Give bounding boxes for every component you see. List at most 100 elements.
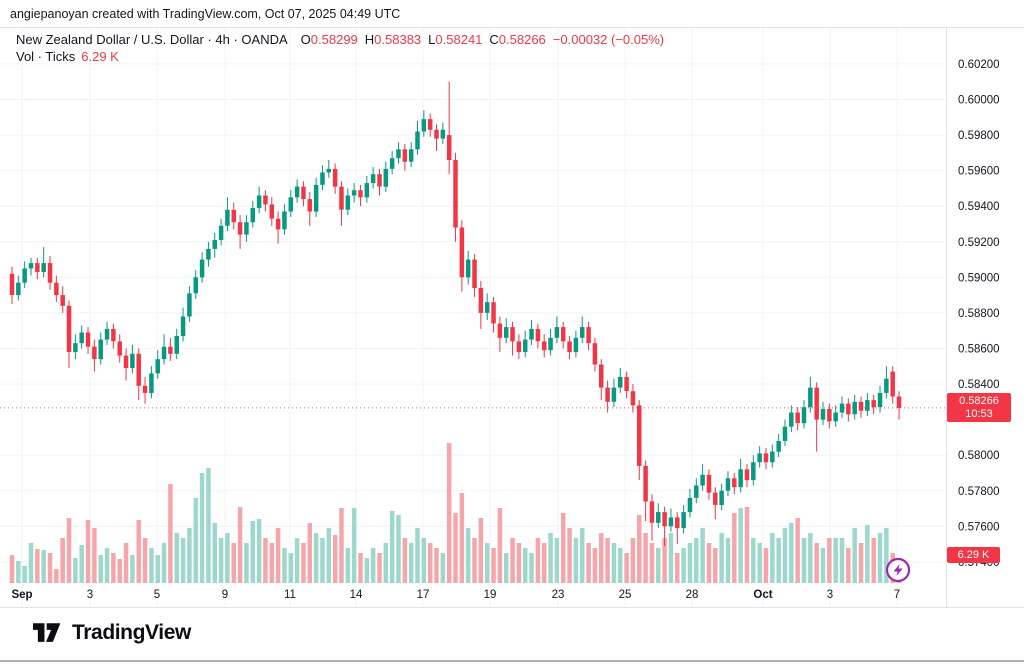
volume-bar bbox=[599, 533, 604, 583]
candle-body bbox=[611, 387, 617, 402]
price-axis[interactable] bbox=[947, 28, 1024, 608]
volume-bar bbox=[421, 538, 427, 583]
volume-bar bbox=[22, 566, 27, 583]
volume-bar bbox=[877, 533, 883, 583]
candlestick-chart[interactable]: 0.60200 0.60000 0.59800 0.59600 0.59400 0.592… bbox=[0, 28, 1024, 608]
volume-bar bbox=[161, 543, 167, 583]
candle-body bbox=[47, 263, 53, 283]
volume-bar bbox=[662, 538, 667, 583]
volume-bar bbox=[244, 543, 249, 583]
candle-body bbox=[567, 341, 572, 353]
candle-body bbox=[275, 218, 281, 230]
volume-bar bbox=[199, 473, 205, 583]
volume-bar bbox=[751, 538, 756, 583]
candle-body bbox=[231, 209, 237, 223]
candle-body bbox=[763, 453, 769, 463]
candle-body bbox=[339, 186, 344, 210]
time-axis[interactable] bbox=[0, 584, 946, 608]
volume-bar bbox=[656, 548, 661, 583]
symbol-legend: New Zealand Dollar / U.S. Dollar · 4h · … bbox=[16, 31, 664, 65]
volume-bar bbox=[795, 518, 800, 583]
tradingview-logo-text: TradingView bbox=[72, 621, 191, 644]
volume-bar bbox=[478, 518, 484, 583]
candle-body bbox=[516, 341, 522, 353]
volume-bar bbox=[713, 548, 718, 583]
candle-body bbox=[73, 343, 78, 353]
volume-bar bbox=[73, 558, 78, 583]
volume-bar bbox=[256, 519, 262, 583]
volume-bar bbox=[92, 528, 97, 583]
volume-bar bbox=[231, 543, 237, 583]
candle-body bbox=[827, 409, 832, 422]
candle-body bbox=[630, 391, 636, 406]
candle-body bbox=[263, 195, 268, 205]
volume-bar bbox=[852, 528, 857, 583]
candle-body bbox=[161, 346, 167, 360]
volume-bar bbox=[484, 543, 490, 583]
volume-bar bbox=[142, 538, 148, 583]
candle-body bbox=[16, 282, 21, 296]
candle-body bbox=[637, 405, 642, 466]
close-label: C bbox=[489, 32, 499, 47]
volume-bar bbox=[789, 523, 794, 583]
volume-bar bbox=[605, 538, 610, 583]
price-tick-label: 0.58600 bbox=[958, 344, 1000, 356]
time-tick-label: 25 bbox=[619, 589, 632, 601]
candle-body bbox=[579, 327, 585, 338]
candle-body bbox=[41, 263, 46, 272]
candle-body bbox=[858, 401, 864, 411]
volume-layer bbox=[9, 443, 902, 583]
volume-bar bbox=[288, 553, 294, 583]
candle-body bbox=[421, 119, 427, 132]
volume-bar bbox=[497, 508, 503, 583]
volume-bar bbox=[681, 548, 686, 583]
volume-bar bbox=[345, 548, 351, 583]
volume-bar bbox=[560, 513, 566, 583]
time-tick-label: 5 bbox=[154, 589, 160, 601]
volume-bar bbox=[522, 548, 528, 583]
volume-bar bbox=[541, 543, 547, 583]
close-value: 0.58266 bbox=[498, 32, 546, 47]
candle-body bbox=[332, 168, 338, 187]
candle-body bbox=[149, 373, 154, 393]
tradingview-logo[interactable]: TradingView bbox=[33, 620, 191, 646]
chart-canvas[interactable]: 0.60200 0.60000 0.59800 0.59600 0.59400 0.592… bbox=[0, 28, 1024, 608]
volume-bar bbox=[313, 533, 319, 583]
candle-body bbox=[294, 186, 300, 198]
volume-bar bbox=[814, 543, 819, 583]
candle-body bbox=[586, 327, 591, 344]
volume-bar bbox=[16, 561, 21, 583]
candle-body bbox=[168, 346, 173, 354]
candle-body bbox=[643, 465, 648, 502]
volume-bar bbox=[218, 538, 224, 583]
candle-body bbox=[370, 174, 376, 184]
candle-body bbox=[738, 469, 743, 488]
price-tick-label: 0.59200 bbox=[958, 237, 1000, 249]
candle-body bbox=[548, 337, 553, 351]
candle-body bbox=[700, 474, 705, 486]
candle-body bbox=[459, 227, 465, 278]
volume-bar bbox=[706, 543, 712, 583]
candle-body bbox=[808, 387, 813, 408]
candle-body bbox=[472, 259, 477, 289]
volume-bar bbox=[630, 538, 636, 583]
volume-bar bbox=[516, 543, 522, 583]
volume-bar bbox=[618, 548, 623, 583]
volume-bar bbox=[168, 484, 173, 583]
volume-bar bbox=[687, 543, 693, 583]
volume-bar bbox=[339, 508, 344, 583]
volume-bar bbox=[567, 528, 572, 583]
candle-body bbox=[681, 512, 686, 529]
bar-countdown: 10:53 bbox=[965, 408, 993, 420]
volume-bar bbox=[846, 548, 851, 583]
candle-body bbox=[446, 135, 452, 160]
volume-bar bbox=[28, 543, 34, 583]
candle-body bbox=[820, 409, 826, 420]
candle-body bbox=[307, 199, 313, 212]
candle-body bbox=[687, 497, 693, 513]
volume-bar bbox=[320, 538, 325, 583]
candle-body bbox=[624, 376, 629, 392]
price-tick-label: 0.57800 bbox=[958, 486, 1000, 498]
time-tick-label: 11 bbox=[284, 589, 296, 601]
time-tick-label: 14 bbox=[350, 589, 363, 601]
